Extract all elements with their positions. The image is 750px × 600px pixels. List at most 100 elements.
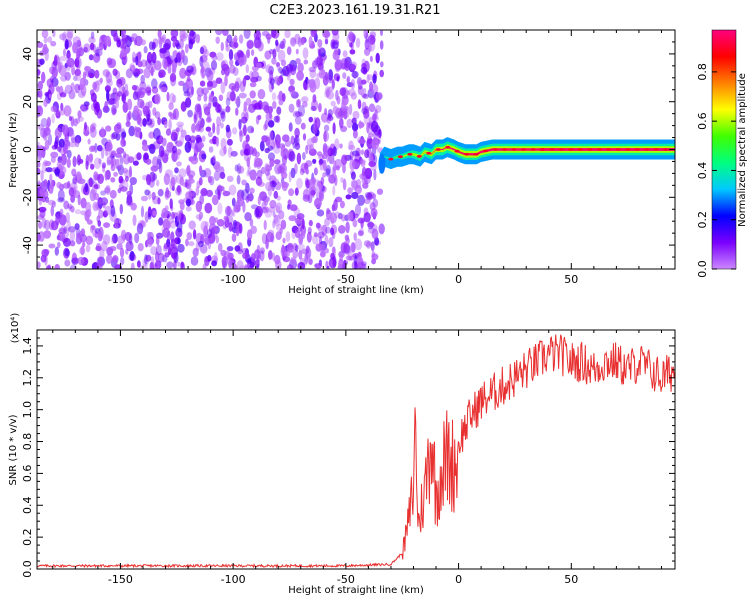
- noise-blob: [275, 202, 283, 214]
- noise-blob: [237, 249, 243, 255]
- noise-blob: [351, 117, 357, 125]
- noise-blob: [356, 256, 364, 268]
- noise-blob: [371, 228, 379, 240]
- noise-blob: [316, 151, 323, 157]
- noise-blob: [88, 153, 94, 163]
- noise-blob: [142, 174, 148, 181]
- noise-blob: [189, 135, 196, 143]
- noise-blob: [185, 206, 192, 212]
- noise-blob: [309, 69, 317, 79]
- noise-blob: [163, 42, 171, 50]
- noise-blob: [75, 117, 81, 124]
- noise-blob: [225, 124, 231, 133]
- noise-blob: [302, 101, 308, 108]
- noise-blob: [58, 61, 63, 70]
- noise-blob: [280, 171, 288, 179]
- noise-blob: [106, 89, 110, 102]
- noise-blob: [185, 191, 193, 200]
- noise-blob: [126, 190, 132, 197]
- noise-blob: [292, 110, 301, 118]
- noise-blob: [308, 116, 314, 123]
- noise-blob: [163, 58, 168, 70]
- noise-blob: [358, 120, 363, 130]
- noise-blob: [88, 72, 94, 79]
- noise-blob: [192, 247, 199, 257]
- noise-blob: [287, 246, 294, 253]
- noise-blob: [172, 41, 176, 48]
- noise-blob: [284, 30, 291, 39]
- noise-blob: [331, 246, 336, 254]
- noise-blob: [129, 177, 137, 185]
- noise-blob: [63, 237, 71, 247]
- noise-blob: [168, 118, 172, 131]
- noise-blob: [307, 178, 316, 191]
- noise-blob: [243, 101, 247, 112]
- noise-blob: [96, 243, 102, 251]
- noise-blob: [352, 219, 358, 228]
- noise-blob: [152, 60, 156, 73]
- noise-blob: [177, 261, 181, 267]
- noise-blob: [372, 193, 377, 200]
- noise-blob: [289, 64, 297, 76]
- noise-blob: [342, 50, 348, 58]
- noise-blob: [124, 83, 129, 93]
- noise-blob: [273, 115, 280, 123]
- noise-blob: [74, 56, 82, 69]
- noise-blob: [217, 243, 223, 252]
- noise-blob: [369, 31, 377, 38]
- noise-blob: [93, 192, 100, 201]
- heatmap-y-ticks: -40 -20 0 20 40: [21, 29, 675, 270]
- signal-peak: [549, 148, 555, 151]
- noise-blob: [228, 222, 233, 232]
- noise-blob: [234, 81, 240, 93]
- noise-blob: [57, 197, 65, 203]
- noise-blob: [199, 55, 204, 68]
- noise-blob: [332, 185, 336, 196]
- noise-blob: [48, 243, 56, 249]
- noise-blob: [376, 188, 384, 195]
- noise-blob: [179, 135, 185, 145]
- noise-blob: [88, 54, 94, 61]
- noise-blob: [267, 184, 273, 197]
- noise-blob: [231, 197, 236, 207]
- noise-blob: [57, 241, 61, 248]
- noise-blob: [317, 231, 325, 239]
- noise-blob: [174, 57, 178, 64]
- noise-blob: [314, 197, 322, 209]
- noise-blob: [368, 161, 377, 167]
- noise-blob: [113, 171, 118, 177]
- noise-blob: [74, 137, 80, 148]
- noise-blob: [198, 177, 203, 186]
- x-tick-label: 0: [455, 273, 462, 286]
- noise-blob: [110, 164, 116, 172]
- noise-blob: [50, 105, 57, 113]
- noise-blob: [272, 48, 277, 59]
- noise-blob: [102, 210, 108, 218]
- noise-blob: [263, 104, 270, 114]
- noise-blob: [114, 152, 122, 158]
- noise-blob: [206, 70, 214, 82]
- noise-blob: [224, 66, 231, 76]
- noise-blob: [299, 168, 305, 176]
- noise-blob: [233, 204, 241, 213]
- noise-blob: [112, 107, 117, 115]
- noise-blob: [219, 172, 226, 179]
- noise-blob: [288, 103, 295, 113]
- noise-blob: [289, 90, 297, 96]
- signal-peak: [502, 148, 508, 151]
- noise-blob: [112, 68, 118, 77]
- noise-blob: [126, 194, 133, 206]
- noise-blob: [325, 226, 331, 234]
- noise-blob: [69, 230, 76, 241]
- noise-blob: [110, 150, 117, 156]
- noise-blob: [144, 211, 149, 223]
- noise-blob: [144, 254, 148, 265]
- noise-blob: [294, 116, 302, 125]
- noise-blob: [195, 134, 202, 141]
- noise-blob: [294, 127, 300, 138]
- noise-blob: [49, 179, 55, 190]
- noise-blob: [133, 39, 138, 46]
- signal-peak: [416, 155, 422, 158]
- noise-blob: [39, 186, 46, 198]
- noise-blob: [63, 48, 66, 57]
